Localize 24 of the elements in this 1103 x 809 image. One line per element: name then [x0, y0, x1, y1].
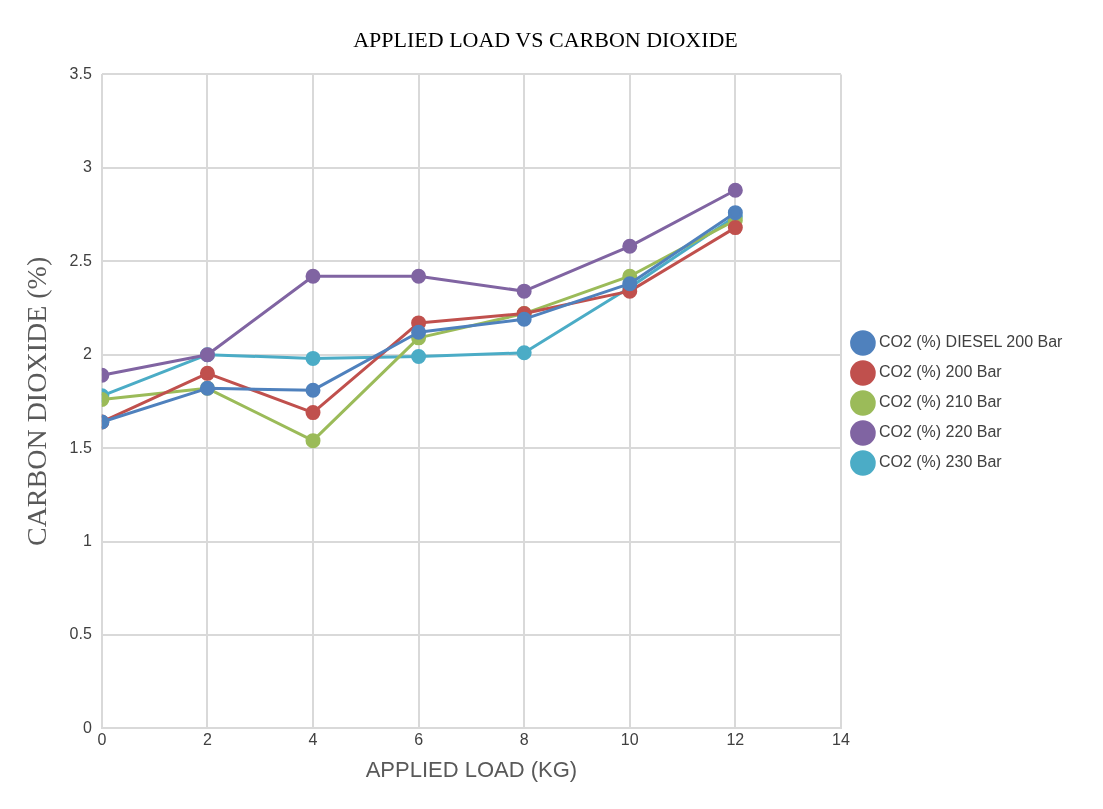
y-tick-label: 3.5: [69, 64, 92, 82]
y-axis-title: CARBON DIOXIDE (%): [21, 256, 53, 547]
chart-title: APPLIED LOAD VS CARBON DIOXIDE: [353, 26, 738, 52]
y-tick-label: 0.5: [69, 625, 92, 643]
y-tick-label: 0: [82, 718, 92, 736]
legend-label: CO2 (%) 220 Bar: [878, 423, 1003, 441]
x-tick-label: 14: [832, 731, 850, 749]
x-axis-title: APPLIED LOAD (KG): [365, 756, 578, 782]
legend-label: CO2 (%) DIESEL 200 Bar: [878, 333, 1064, 351]
y-tick-label: 1.5: [69, 438, 92, 456]
x-tick-label: 10: [620, 731, 639, 749]
x-tick-label: 4: [308, 731, 318, 749]
y-tick-label: 2.5: [69, 251, 92, 269]
legend-label: CO2 (%) 200 Bar: [878, 363, 1003, 381]
y-tick-label: 2: [82, 345, 92, 363]
y-tick-label: 1: [82, 531, 92, 549]
x-tick-label: 12: [726, 731, 745, 749]
legend-label: CO2 (%) 230 Bar: [878, 453, 1003, 471]
y-tick-label: 3: [82, 158, 92, 176]
x-tick-label: 0: [97, 731, 107, 749]
x-tick-label: 8: [519, 731, 529, 749]
legend-label: CO2 (%) 210 Bar: [878, 393, 1003, 411]
x-tick-label: 6: [414, 731, 424, 749]
x-tick-label: 2: [202, 731, 212, 749]
